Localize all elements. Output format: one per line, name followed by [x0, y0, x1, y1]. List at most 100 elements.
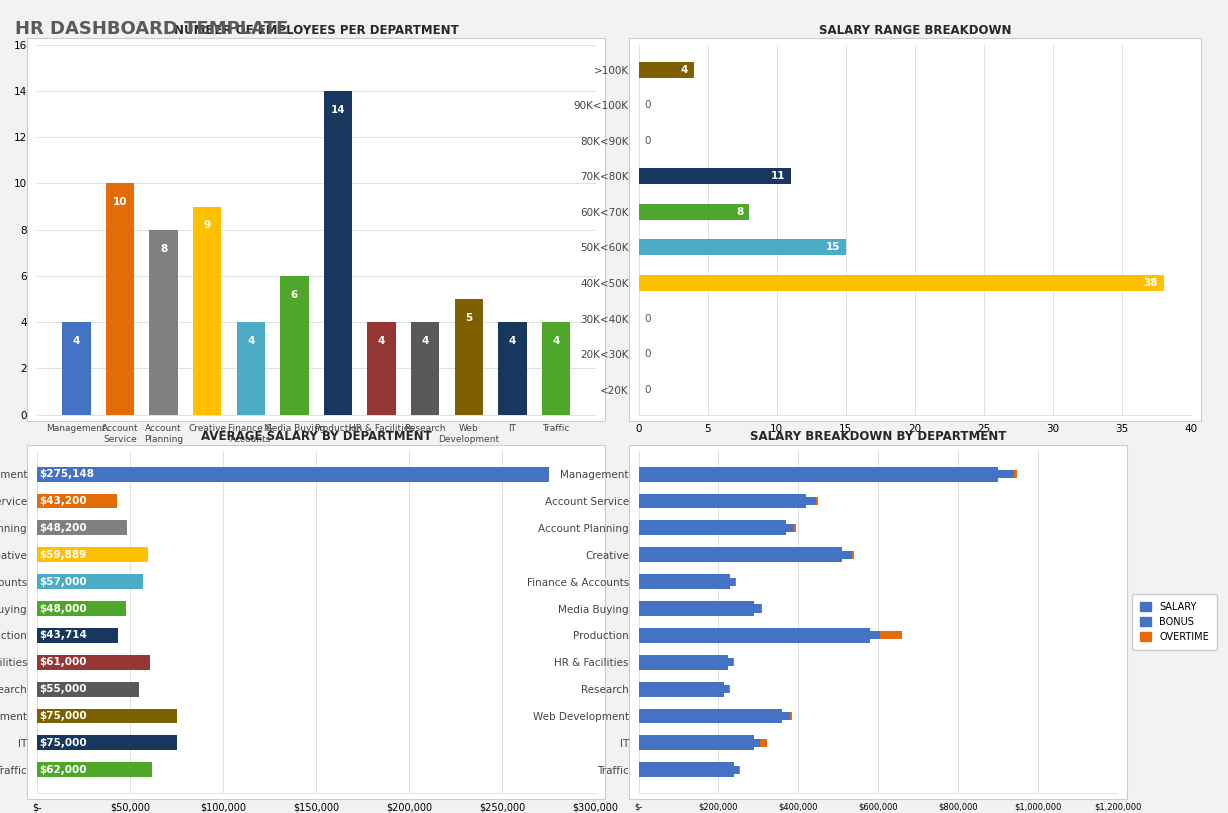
Text: 4: 4	[378, 336, 386, 346]
Bar	[639, 763, 734, 777]
Bar	[728, 659, 733, 667]
Text: HR DASHBOARD TEMPLATE: HR DASHBOARD TEMPLATE	[15, 20, 289, 38]
Title: NUMBER OF EMPLOYEES PER DEPARTMENT: NUMBER OF EMPLOYEES PER DEPARTMENT	[174, 24, 458, 37]
Bar	[880, 632, 901, 640]
Text: $48,200: $48,200	[39, 523, 87, 533]
Bar	[639, 168, 791, 185]
Bar	[842, 550, 852, 559]
Bar	[37, 628, 118, 643]
Bar	[639, 520, 786, 535]
Text: 0: 0	[645, 385, 651, 395]
Bar	[37, 736, 177, 750]
Text: 14: 14	[330, 105, 345, 115]
Text: $59,889: $59,889	[39, 550, 87, 560]
Legend: SALARY, BONUS, OVERTIME: SALARY, BONUS, OVERTIME	[1132, 594, 1217, 650]
Bar	[639, 682, 725, 697]
Bar	[734, 766, 739, 774]
Bar	[1014, 470, 1017, 478]
Text: 4: 4	[421, 336, 429, 346]
Bar	[37, 601, 126, 616]
Text: 4: 4	[72, 336, 80, 346]
Bar	[997, 470, 1014, 478]
Text: $75,000: $75,000	[39, 711, 87, 721]
Bar	[411, 322, 440, 415]
Text: 0: 0	[645, 100, 651, 110]
Bar	[639, 736, 754, 750]
Text: $62,000: $62,000	[39, 765, 87, 775]
Bar	[639, 62, 694, 77]
Text: 9: 9	[204, 220, 211, 230]
Text: $55,000: $55,000	[39, 684, 87, 694]
Bar	[37, 547, 149, 562]
Text: 0: 0	[645, 314, 651, 324]
Bar	[869, 632, 880, 640]
Bar	[237, 322, 265, 415]
Bar	[193, 207, 221, 415]
Bar	[280, 276, 308, 415]
Bar	[754, 604, 761, 612]
Bar	[639, 628, 869, 643]
Text: 8: 8	[160, 244, 167, 254]
Bar	[37, 493, 118, 508]
Text: 15: 15	[825, 242, 840, 253]
Bar	[150, 229, 178, 415]
Text: $61,000: $61,000	[39, 657, 87, 667]
Text: 4: 4	[553, 336, 560, 346]
Text: $43,714: $43,714	[39, 630, 87, 641]
Bar	[639, 601, 754, 616]
Bar	[37, 709, 177, 724]
Bar	[807, 497, 817, 505]
Text: 4: 4	[680, 64, 689, 75]
Bar	[639, 547, 842, 562]
Text: $275,148: $275,148	[39, 469, 95, 479]
Bar	[639, 493, 807, 508]
Bar	[786, 524, 795, 532]
Bar	[499, 322, 527, 415]
Text: $48,000: $48,000	[39, 603, 87, 614]
Title: SALARY RANGE BREAKDOWN: SALARY RANGE BREAKDOWN	[819, 24, 1011, 37]
Bar	[454, 299, 483, 415]
Bar	[791, 712, 792, 720]
Text: 4: 4	[247, 336, 254, 346]
Bar	[782, 712, 791, 720]
Bar	[639, 204, 749, 220]
Text: 38: 38	[1143, 278, 1158, 288]
Bar	[639, 275, 1163, 291]
Bar	[639, 574, 731, 589]
Text: 10: 10	[113, 198, 128, 207]
Bar	[542, 322, 570, 415]
Bar	[795, 524, 796, 532]
Bar	[63, 322, 91, 415]
Bar	[37, 467, 549, 481]
Text: 5: 5	[465, 313, 473, 323]
Title: AVERAGE SALARY BY DEPARTMENT: AVERAGE SALARY BY DEPARTMENT	[201, 430, 431, 443]
Bar	[37, 654, 151, 670]
Title: SALARY BREAKDOWN BY DEPARTMENT: SALARY BREAKDOWN BY DEPARTMENT	[750, 430, 1006, 443]
Text: 0: 0	[645, 350, 651, 359]
Bar	[639, 709, 782, 724]
Bar	[639, 240, 846, 255]
Bar	[817, 497, 818, 505]
Bar	[639, 467, 997, 481]
Text: $75,000: $75,000	[39, 738, 87, 748]
Bar	[37, 763, 152, 777]
Bar	[725, 685, 729, 693]
Text: 8: 8	[737, 207, 744, 217]
Bar	[106, 184, 134, 415]
Text: 4: 4	[508, 336, 516, 346]
Text: 6: 6	[291, 289, 298, 300]
Bar	[37, 574, 142, 589]
Bar	[37, 520, 126, 535]
Text: 0: 0	[645, 136, 651, 146]
Bar	[37, 682, 139, 697]
Text: 11: 11	[770, 172, 785, 181]
Bar	[639, 654, 728, 670]
Text: $43,200: $43,200	[39, 496, 87, 506]
Bar	[760, 739, 768, 747]
Bar	[731, 577, 736, 585]
Text: $57,000: $57,000	[39, 576, 87, 587]
Bar	[367, 322, 395, 415]
Bar	[852, 550, 853, 559]
Bar	[754, 739, 760, 747]
Bar	[324, 91, 352, 415]
